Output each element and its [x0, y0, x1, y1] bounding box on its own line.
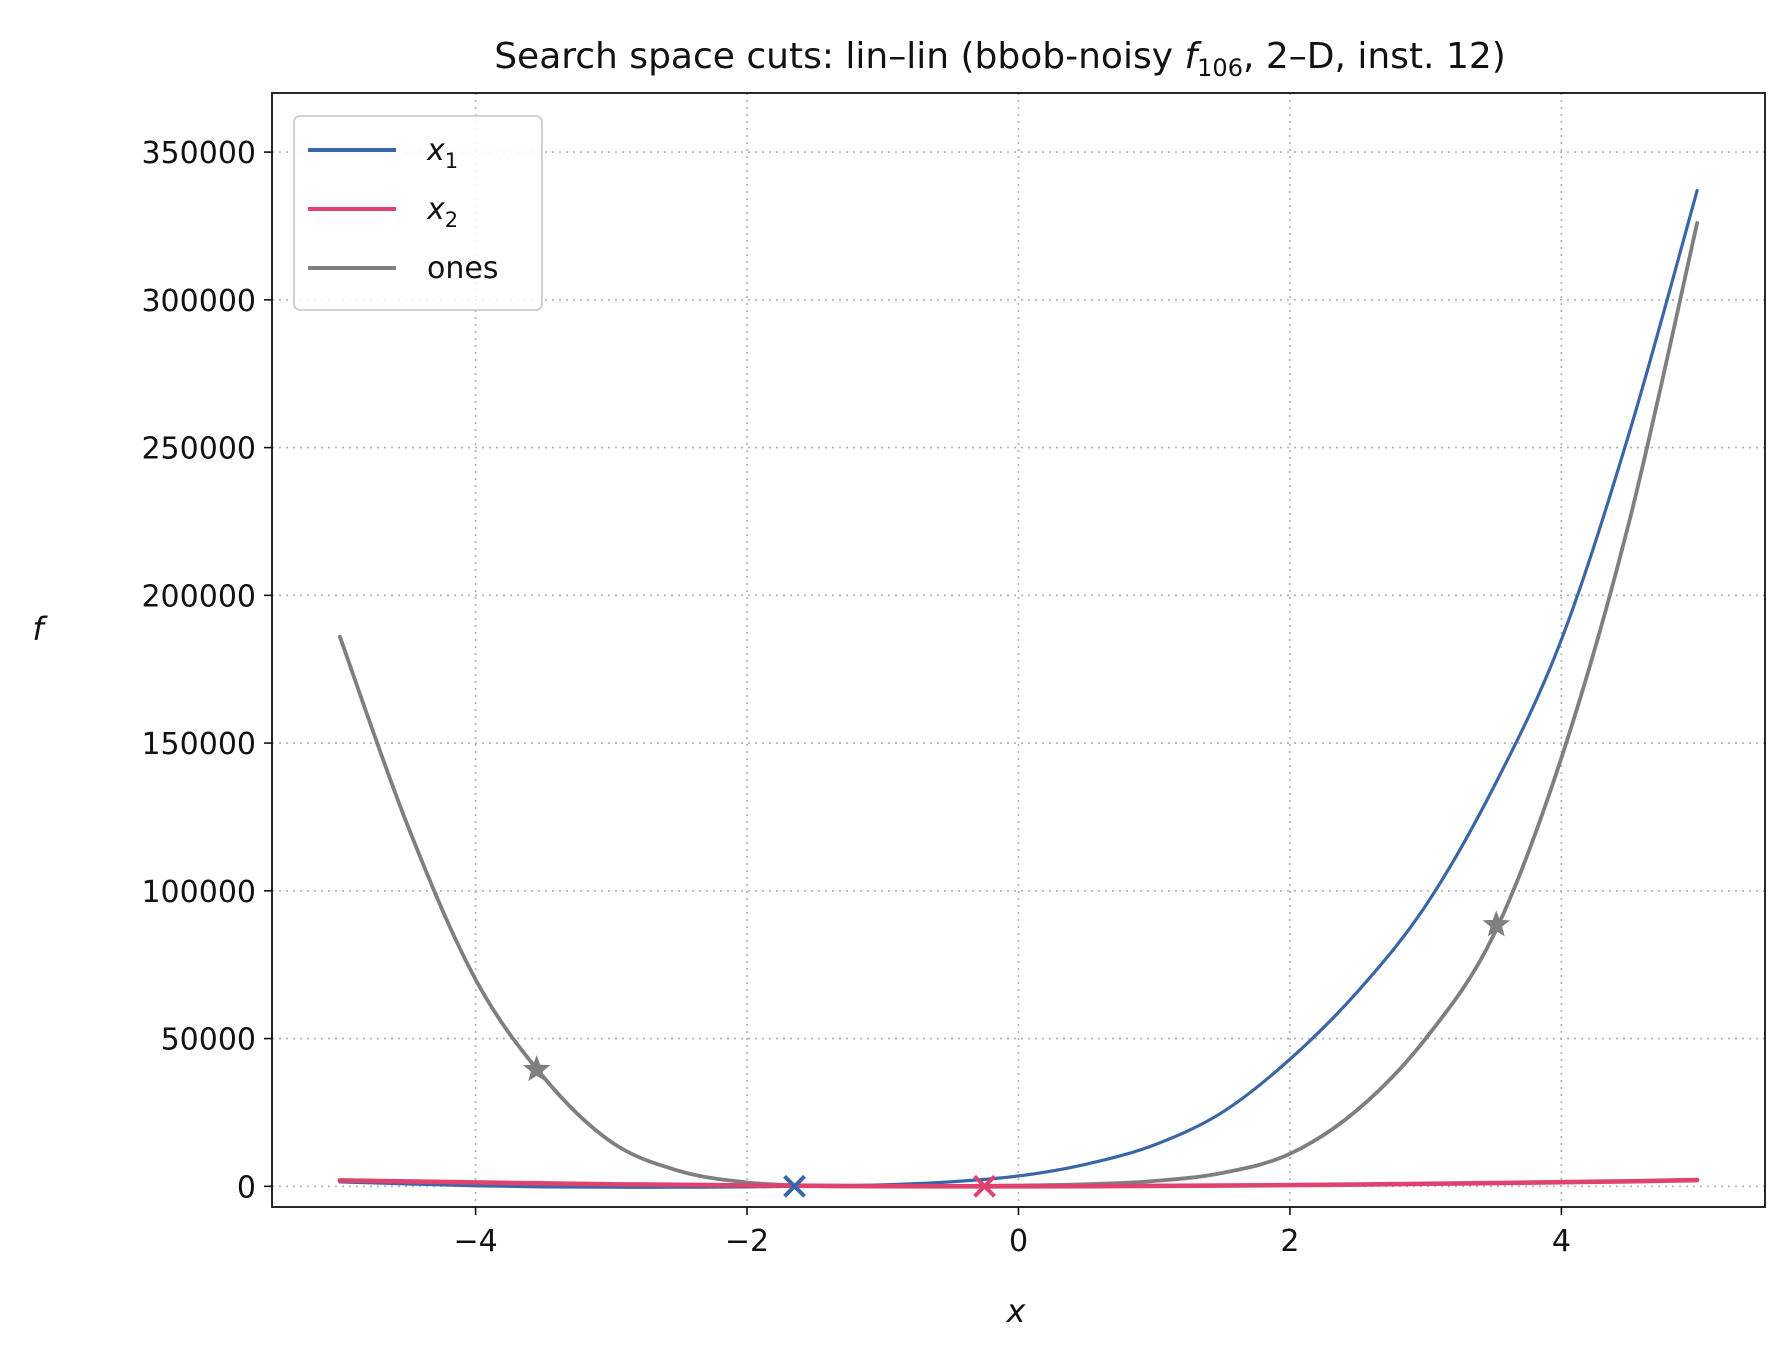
x-axis-label: x — [1006, 1292, 1027, 1330]
marker-layer — [522, 910, 1510, 1198]
legend-label-2: x2 — [426, 192, 458, 232]
legend-label-1: x1 — [426, 133, 458, 173]
title-suffix: , 2–D, inst. 12) — [1243, 36, 1506, 77]
y-tick-label: 100000 — [141, 875, 256, 910]
title-subscript: 106 — [1197, 54, 1243, 82]
x-tick-label: −4 — [453, 1224, 497, 1259]
min-marker-series-2 — [973, 1174, 996, 1198]
x-marker-stroke — [973, 1174, 996, 1198]
y-tick-label: 50000 — [161, 1023, 256, 1058]
x-tick-label: 4 — [1552, 1224, 1571, 1259]
y-tick-label: 200000 — [141, 579, 256, 614]
legend-label-subscript: 2 — [445, 208, 458, 232]
series-line-1 — [338, 188, 1699, 1189]
legend-label-subscript: 1 — [445, 149, 458, 173]
chart-title: Search space cuts: lin–lin (bbob-noisy f… — [494, 36, 1506, 82]
min-marker-series-1 — [783, 1174, 806, 1198]
y-tick-label: 300000 — [141, 284, 256, 319]
y-tick-label: 250000 — [141, 432, 256, 467]
x-tick-label: 2 — [1280, 1224, 1299, 1259]
x-tick-label: 0 — [1009, 1224, 1028, 1259]
x-ticks: −4 −2 0 2 4 — [453, 1207, 1571, 1259]
y-tick-label: 0 — [237, 1170, 256, 1205]
legend-label-base: ones — [427, 251, 498, 286]
x-tick-label: −2 — [725, 1224, 769, 1259]
legend-label-base: x — [426, 192, 445, 227]
y-ticks: 0 50000 100000 150000 200000 250000 300000 3500… — [141, 136, 272, 1205]
series-line-2 — [337, 1177, 1700, 1189]
x-marker-stroke — [783, 1174, 806, 1198]
y-axis-label: f — [32, 610, 48, 648]
star-marker — [522, 1055, 551, 1082]
y-tick-label: 350000 — [141, 136, 256, 171]
legend-label-base: x — [426, 133, 445, 168]
star-marker — [1482, 910, 1510, 937]
y-tick-label: 150000 — [141, 727, 256, 762]
legend-box — [293, 115, 543, 311]
legend-label-3: ones — [427, 251, 498, 286]
title-prefix: Search space cuts: lin–lin (bbob-noisy — [494, 36, 1184, 77]
